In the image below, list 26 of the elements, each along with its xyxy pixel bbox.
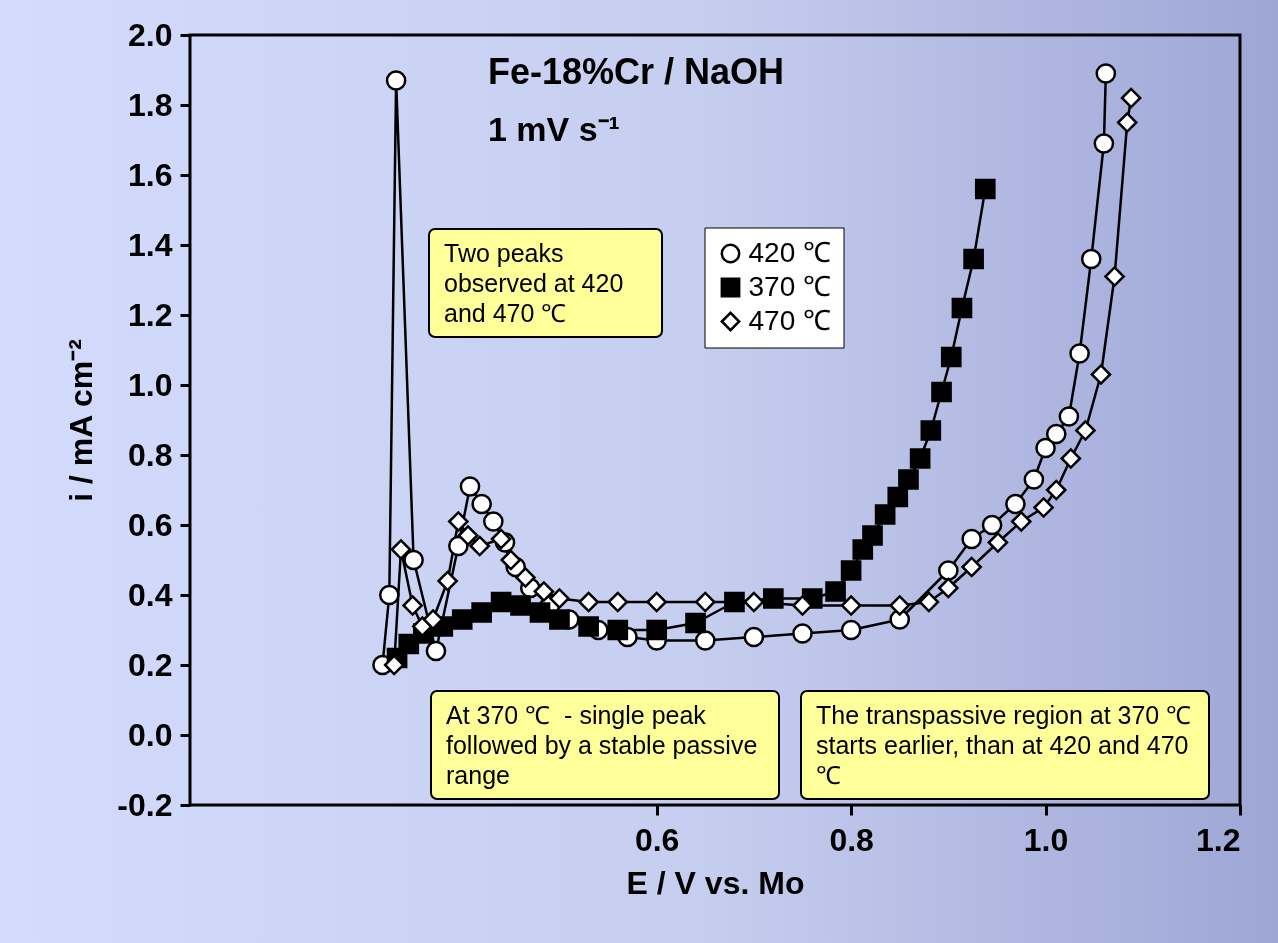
chart-title: Fe-18%Cr / NaOH: [488, 51, 785, 92]
y-tick-label: 0.4: [128, 576, 173, 613]
annotation: Two peaks observed at 420 and 470 ℃: [428, 228, 663, 338]
annotation: The transpassive region at 370 ℃ starts earlier, than at 420 and 470 ℃: [800, 690, 1210, 800]
y-axis-title: i / mA cm⁻²: [63, 339, 100, 502]
x-tick-label: 0.6: [634, 821, 680, 858]
x-tick-label: 0.8: [829, 821, 874, 858]
legend-label: 370 ℃: [748, 270, 831, 302]
y-tick-label: 1.6: [128, 156, 173, 193]
annotation: At 370 ℃ - single peak followed by a stable passive range: [430, 690, 780, 800]
legend-label: 470 ℃: [748, 304, 831, 336]
y-tick-label: 1.8: [128, 86, 173, 123]
x-tick-label: 1.0: [1023, 821, 1069, 858]
x-tick-label: 1.2: [1196, 821, 1241, 858]
y-tick-label: 1.2: [128, 296, 173, 333]
y-tick-label: 0.6: [128, 506, 173, 543]
legend-label: 420 ℃: [748, 236, 831, 268]
y-tick-label: 2.0: [128, 16, 173, 53]
y-tick-label: 1.0: [128, 366, 173, 403]
y-tick-label: 0.0: [128, 716, 173, 753]
y-tick-label: 1.4: [128, 226, 173, 263]
y-tick-label: -0.2: [117, 786, 173, 823]
x-axis-title: E / V vs. Mo: [626, 864, 805, 901]
text: 1 mV s⁻¹: [488, 110, 620, 148]
y-tick-label: 0.2: [128, 646, 173, 683]
y-tick-label: 0.8: [128, 436, 173, 473]
